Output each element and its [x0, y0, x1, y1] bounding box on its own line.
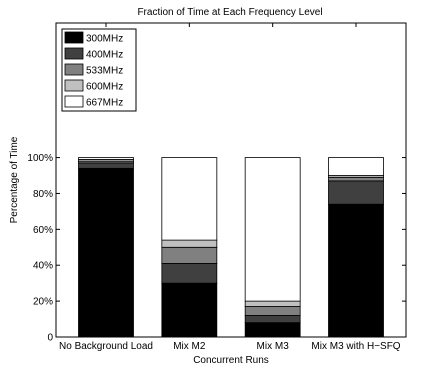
legend-swatch: [64, 47, 84, 60]
legend-swatch: [64, 79, 84, 92]
legend-label: 300MHz: [86, 34, 123, 45]
bars-group: [78, 157, 384, 338]
legend-swatch: [64, 95, 84, 108]
legend: 300MHz 400MHz 533MHz 600MHz 667MHz: [61, 28, 137, 112]
y-tick-label: 0: [47, 333, 53, 344]
legend-item: 667MHz: [64, 95, 123, 109]
bar-stack: [78, 157, 134, 338]
bar-segment: [328, 157, 384, 176]
y-tick-label: 60%: [33, 225, 53, 236]
y-tick-label: 20%: [33, 297, 53, 308]
legend-swatch: [64, 31, 84, 44]
legend-item: 400MHz: [64, 47, 123, 61]
bar-segment: [161, 263, 218, 284]
x-tick-label: Mix M2: [173, 341, 206, 352]
bar-stack: [328, 157, 384, 338]
legend-label: 533MHz: [86, 66, 123, 77]
y-axis: 0 20% 40% 60% 80% 100%: [27, 153, 406, 344]
bar-segment: [78, 167, 134, 338]
bar-segment: [244, 157, 301, 302]
legend-label: 600MHz: [86, 82, 123, 93]
bar-stack: [161, 157, 218, 338]
legend-item: 600MHz: [64, 79, 123, 93]
legend-label: 400MHz: [86, 50, 123, 61]
bar-segment: [328, 176, 384, 182]
y-axis-label: Percentage of Time: [9, 136, 20, 223]
bar-segment: [244, 300, 301, 307]
bar-segment: [161, 282, 218, 338]
x-tick-label: Mix M3 with H−SFQ: [311, 341, 400, 352]
bar-segment: [161, 239, 218, 248]
bar-segment: [328, 180, 384, 205]
legend-item: 533MHz: [64, 63, 123, 77]
x-tick-label: No Background Load: [59, 341, 153, 352]
x-axis-label: Concurrent Runs: [193, 355, 269, 366]
bar-segment: [78, 162, 134, 169]
x-tick-label: Mix M3: [257, 341, 290, 352]
y-tick-label: 100%: [27, 153, 53, 164]
bar-segment: [161, 246, 218, 264]
y-tick-label: 80%: [33, 189, 53, 200]
legend-item: 300MHz: [64, 31, 123, 45]
legend-swatch: [64, 63, 84, 76]
chart-title: Fraction of Time at Each Frequency Level: [137, 7, 322, 18]
legend-label: 667MHz: [86, 98, 123, 109]
bar-segment: [328, 203, 384, 338]
bar-segment: [244, 306, 301, 316]
bar-segment: [78, 157, 134, 160]
x-axis: No Background Load Mix M2 Mix M3 Mix M3 wit…: [59, 23, 401, 352]
bar-segment: [244, 315, 301, 324]
bar-stack: [244, 157, 301, 338]
y-tick-label: 40%: [33, 261, 53, 272]
bar-segment: [161, 157, 218, 241]
